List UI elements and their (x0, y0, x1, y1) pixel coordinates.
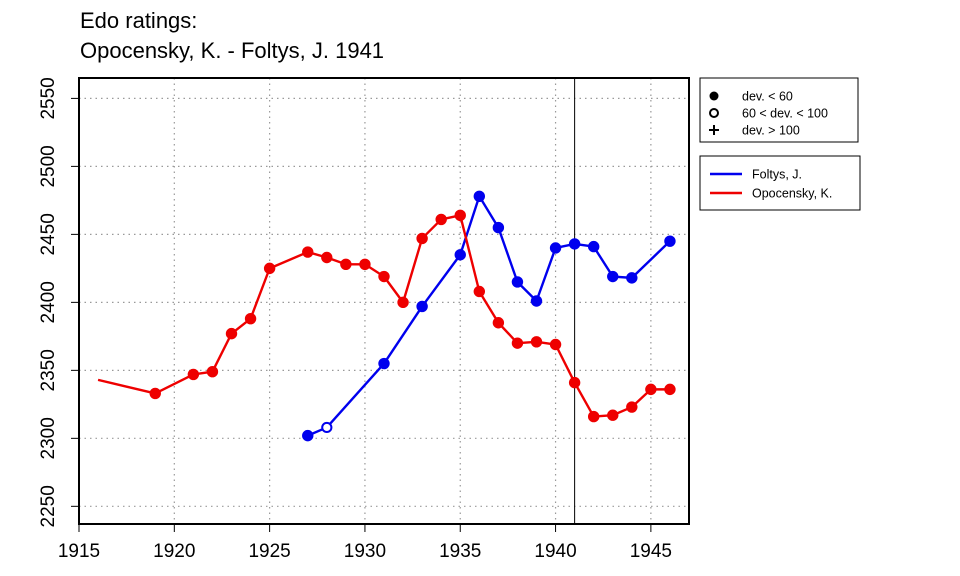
data-point (492, 221, 505, 234)
x-tick-label: 1925 (248, 541, 290, 562)
data-point (302, 246, 314, 258)
marker-legend-label: 60 < dev. < 100 (742, 107, 828, 121)
y-tick-label: 2300 (38, 417, 59, 459)
series-legend-label: Opocensky, K. (752, 187, 832, 201)
data-point (454, 249, 466, 261)
marker-legend-box (699, 77, 859, 143)
data-point (206, 366, 219, 378)
data-point (473, 285, 486, 298)
data-point (149, 387, 161, 400)
data-point (435, 213, 447, 226)
x-tick-label: 1945 (630, 541, 672, 562)
x-tick-label: 1940 (534, 541, 576, 562)
legend-open-marker (709, 108, 719, 118)
series-legend-box (699, 155, 861, 211)
data-point (568, 238, 581, 250)
x-tick-label: 1935 (439, 541, 481, 562)
data-point (340, 258, 352, 270)
y-tick-label: 2250 (38, 485, 59, 527)
y-tick-label: 2400 (38, 281, 59, 323)
x-tick-label: 1920 (153, 541, 195, 562)
data-point (302, 429, 314, 442)
data-point (530, 336, 543, 348)
data-point (568, 376, 581, 389)
data-point (607, 409, 619, 421)
data-point (549, 338, 562, 351)
data-point (225, 327, 238, 340)
data-point (626, 401, 638, 413)
data-point (378, 270, 390, 283)
y-tick-label: 2550 (38, 77, 59, 119)
data-point (530, 295, 543, 307)
data-point (587, 410, 600, 423)
grid-layer (79, 78, 689, 524)
data-point (397, 296, 409, 309)
series-legend-label: Foltys, J. (752, 168, 802, 182)
data-point (454, 209, 466, 222)
marker-legend-label: dev. > 100 (742, 124, 800, 138)
plot-frame (78, 77, 690, 525)
data-point (416, 300, 428, 313)
legend-filled-marker (709, 91, 719, 101)
marker-legend-label: dev. < 60 (742, 90, 793, 104)
data-point (607, 270, 619, 283)
legend-layer: dev. < 60 60 < dev. < 100 dev. > 100 Foltys… (699, 77, 861, 211)
data-point (664, 383, 676, 396)
data-point (359, 258, 371, 270)
data-point-open (321, 421, 333, 434)
data-point (511, 276, 524, 288)
series-layer (97, 190, 676, 442)
data-point (244, 312, 257, 325)
chart-title-line-2: Opocensky, K. - Foltys, J. 1941 (80, 38, 385, 63)
data-point (626, 272, 638, 284)
series-line-0 (307, 195, 671, 437)
data-point (587, 240, 600, 253)
data-point (492, 317, 505, 329)
data-point (645, 383, 657, 396)
legend-plus-marker (709, 125, 719, 135)
x-tick-label: 1930 (344, 541, 386, 562)
y-tick-label: 2500 (38, 145, 59, 187)
data-point (416, 232, 428, 245)
y-tick-label: 2450 (38, 213, 59, 255)
data-point (187, 368, 200, 381)
data-point (321, 251, 333, 264)
x-tick-label: 1915 (58, 541, 100, 562)
data-point (473, 190, 486, 202)
data-point (511, 337, 524, 349)
data-point (378, 357, 390, 370)
data-point (664, 235, 676, 247)
data-point (549, 242, 562, 254)
axis-layer: 1915 1920 1925 1930 1935 1940 1945 2250 2300 2350… (38, 77, 672, 562)
chart-title-line-1: Edo ratings: (80, 8, 198, 33)
y-tick-label: 2350 (38, 349, 59, 391)
data-point (263, 262, 276, 275)
